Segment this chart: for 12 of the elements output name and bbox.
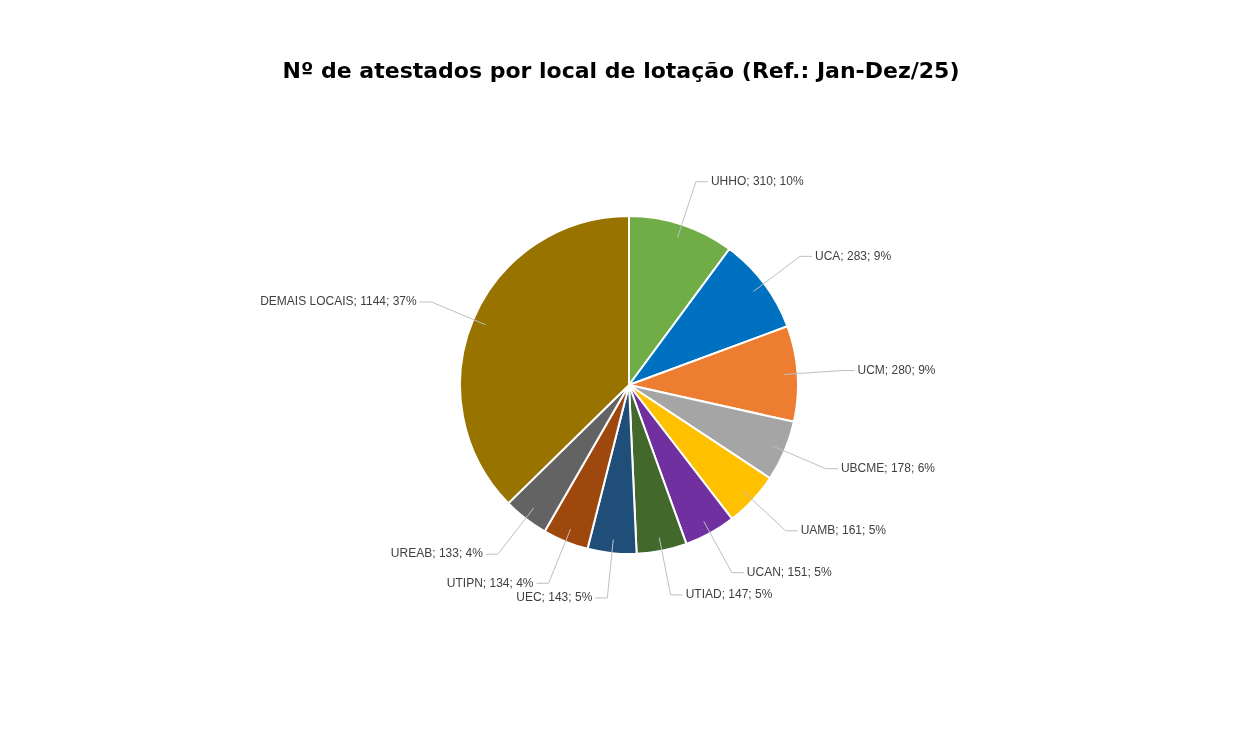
slice-label: UAMB; 161; 5%	[800, 523, 887, 538]
slice-label: UBCME; 178; 6%	[840, 461, 936, 476]
slice-label: UHHO; 310; 10%	[710, 174, 804, 189]
slice-label: UTIPN; 134; 4%	[446, 575, 534, 590]
slice-label: UEC; 143; 5%	[516, 590, 593, 605]
slice-label: UCA; 283; 9%	[815, 248, 892, 263]
chart-title: Nº de atestados por local de lotação (Ref.: Jan-Dez/25)	[281, 58, 961, 83]
slice-label: DEMAIS LOCAIS; 1144; 37%	[260, 294, 418, 309]
slice-label: UTIAD; 147; 5%	[685, 587, 773, 602]
slice-label: UCAN; 151; 5%	[746, 564, 832, 579]
slice-label: UCM; 280; 9%	[857, 362, 936, 377]
slice-label: UREAB; 133; 4%	[390, 546, 484, 561]
